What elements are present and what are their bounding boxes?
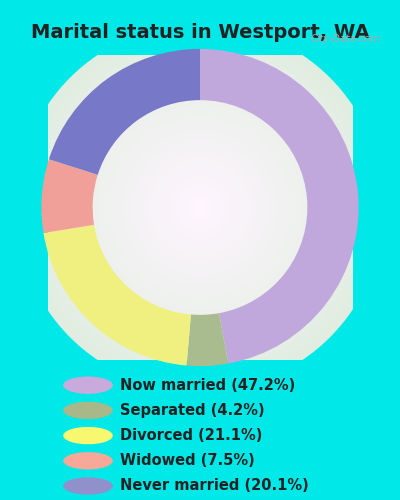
Circle shape	[175, 182, 225, 232]
Circle shape	[20, 28, 380, 388]
Circle shape	[42, 50, 358, 366]
Circle shape	[156, 164, 244, 251]
Circle shape	[32, 40, 368, 375]
Circle shape	[113, 120, 287, 294]
Circle shape	[172, 180, 228, 236]
Circle shape	[110, 118, 290, 298]
Circle shape	[194, 202, 206, 213]
Circle shape	[51, 58, 349, 356]
Wedge shape	[44, 225, 191, 366]
Circle shape	[154, 161, 246, 254]
Circle shape	[141, 148, 259, 266]
Circle shape	[169, 176, 231, 238]
Circle shape	[45, 52, 355, 362]
Circle shape	[26, 34, 374, 381]
Text: Now married (47.2%): Now married (47.2%)	[120, 378, 295, 392]
Circle shape	[36, 43, 364, 372]
Circle shape	[150, 158, 250, 257]
Circle shape	[132, 140, 268, 276]
Circle shape	[129, 136, 271, 279]
Circle shape	[67, 74, 333, 341]
Circle shape	[48, 56, 352, 360]
Text: Divorced (21.1%): Divorced (21.1%)	[120, 428, 262, 443]
Wedge shape	[186, 313, 228, 366]
Circle shape	[85, 92, 315, 322]
Circle shape	[63, 478, 113, 494]
Circle shape	[147, 155, 253, 260]
Circle shape	[79, 86, 321, 328]
Circle shape	[160, 167, 240, 248]
Wedge shape	[49, 49, 200, 175]
Circle shape	[116, 124, 284, 291]
Circle shape	[39, 46, 361, 369]
Circle shape	[107, 114, 293, 300]
Wedge shape	[200, 49, 358, 364]
Text: Never married (20.1%): Never married (20.1%)	[120, 478, 309, 494]
Circle shape	[122, 130, 278, 285]
Circle shape	[166, 174, 234, 242]
Circle shape	[88, 96, 312, 319]
Circle shape	[30, 37, 370, 378]
Circle shape	[126, 133, 274, 282]
Circle shape	[54, 62, 346, 354]
Circle shape	[17, 24, 383, 390]
Circle shape	[104, 112, 296, 304]
Circle shape	[73, 80, 327, 334]
Circle shape	[119, 127, 281, 288]
Circle shape	[94, 102, 306, 313]
Circle shape	[178, 186, 222, 229]
Circle shape	[63, 376, 113, 394]
Circle shape	[82, 90, 318, 326]
Text: Marital status in Westport, WA: Marital status in Westport, WA	[31, 24, 369, 42]
Circle shape	[60, 68, 340, 347]
Text: City-Data.com: City-Data.com	[311, 34, 380, 44]
Circle shape	[138, 146, 262, 270]
Circle shape	[76, 84, 324, 332]
Circle shape	[98, 105, 302, 310]
Circle shape	[70, 77, 330, 338]
Circle shape	[163, 170, 237, 244]
Circle shape	[181, 189, 219, 226]
Circle shape	[63, 402, 113, 419]
Circle shape	[23, 30, 377, 384]
Circle shape	[57, 65, 343, 350]
Circle shape	[184, 192, 216, 223]
Circle shape	[197, 204, 203, 210]
Circle shape	[135, 142, 265, 272]
Text: Widowed (7.5%): Widowed (7.5%)	[120, 454, 255, 468]
Circle shape	[188, 195, 212, 220]
Text: Separated (4.2%): Separated (4.2%)	[120, 403, 265, 418]
Circle shape	[63, 427, 113, 444]
Circle shape	[101, 108, 299, 307]
Wedge shape	[42, 159, 98, 233]
Circle shape	[144, 152, 256, 264]
Circle shape	[64, 71, 336, 344]
Circle shape	[191, 198, 209, 217]
Circle shape	[63, 452, 113, 469]
Circle shape	[92, 99, 308, 316]
